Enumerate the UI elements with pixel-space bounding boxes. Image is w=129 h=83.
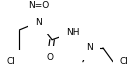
Text: N: N (86, 43, 92, 52)
Text: N=O: N=O (28, 1, 49, 10)
Text: O: O (46, 53, 53, 62)
Text: Cl: Cl (7, 57, 16, 66)
Text: Cl: Cl (120, 57, 129, 66)
Text: NH: NH (66, 28, 80, 37)
Text: N: N (35, 18, 42, 27)
